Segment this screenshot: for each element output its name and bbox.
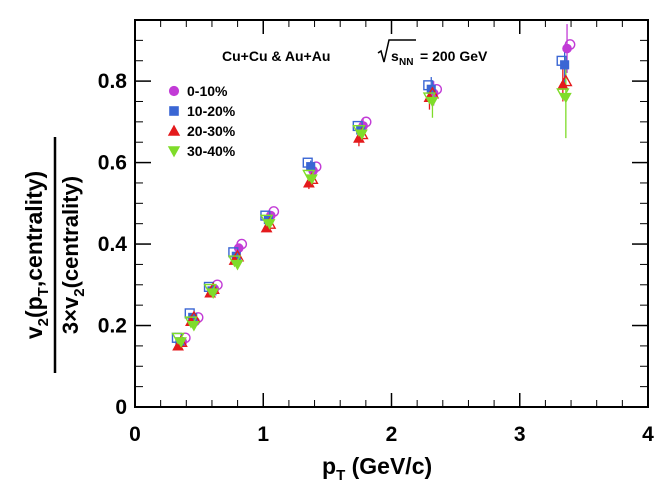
data-point-open-1-8 (556, 55, 567, 66)
data-point-open-3-0 (171, 332, 185, 345)
x-tick-label-0: 0 (129, 423, 141, 446)
legend-label-3: 30-40% (187, 143, 236, 159)
data-point-open-2-8 (559, 74, 573, 87)
energy-subscript: NN (399, 57, 413, 68)
data-point-open-3-6 (352, 124, 366, 138)
x-tick-label-4: 4 (642, 423, 654, 446)
y-tick-label-3: 0.6 (98, 152, 127, 175)
legend-marker-0 (168, 85, 180, 97)
y-axis-numerator: v2(pT,centrality) (21, 171, 52, 339)
legend-label-2: 20-30% (187, 123, 236, 139)
energy-label: s NN = 200 GeV (377, 39, 488, 68)
data-point-open-3-4 (259, 214, 274, 227)
y-tick-label-4: 0.8 (98, 70, 128, 93)
collision-systems-label: Cu+Cu & Au+Au (222, 48, 330, 64)
legend-marker-3 (167, 146, 181, 158)
x-tick-label-2: 2 (386, 423, 398, 446)
y-tick-label-0: 0 (115, 396, 127, 419)
data-point-open-0-3 (236, 238, 248, 250)
data-point-open-3-2 (203, 283, 217, 296)
x-tick-label-3: 3 (514, 423, 526, 446)
legend: 0-10% 10-20% 20-30% 30-40% (167, 83, 236, 159)
data-point-open-3-8 (556, 88, 570, 101)
legend-label-1: 10-20% (187, 103, 236, 119)
data-point-open-3-3 (227, 255, 242, 268)
x-axis-title: pT (GeV/c) (322, 453, 432, 484)
x-tick-label-1: 1 (257, 423, 269, 446)
legend-marker-1 (169, 106, 179, 116)
y-tick-label-1: 0.2 (98, 315, 127, 338)
data-point-open-1-5 (302, 157, 313, 168)
energy-value: = 200 GeV (420, 48, 488, 64)
legend-label-0: 0-10% (187, 83, 228, 99)
data-point-open-3-5 (302, 169, 316, 182)
data-point-open-3-1 (184, 316, 198, 329)
data-point-open-1-7 (423, 80, 434, 91)
y-axis-title: v2(pT,centrality) 3×v2(centrality) (21, 137, 88, 373)
legend-marker-2 (167, 124, 181, 136)
energy-symbol: s (391, 48, 399, 64)
y-axis-denominator: 3×v2(centrality) (58, 176, 88, 334)
data-point-open-3-7 (422, 92, 437, 105)
data-point-open-0-8 (564, 39, 576, 50)
y-tick-label-2: 0.4 (98, 233, 128, 256)
